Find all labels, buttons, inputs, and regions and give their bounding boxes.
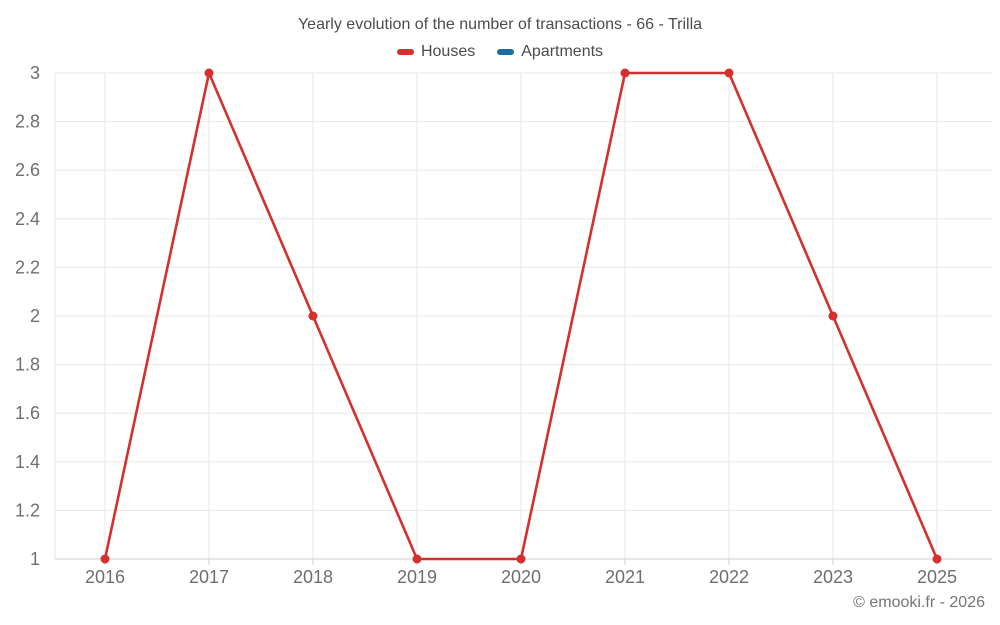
y-axis-label: 1.8 xyxy=(15,355,40,375)
credit-text: © emooki.fr - 2026 xyxy=(853,594,985,611)
x-axis-label: 2023 xyxy=(813,567,853,587)
y-axis-label: 3 xyxy=(30,63,40,83)
x-axis-label: 2017 xyxy=(189,567,229,587)
legend-swatch-apartments xyxy=(497,49,515,55)
y-axis-label: 1.4 xyxy=(15,452,40,472)
y-axis-label: 1.2 xyxy=(15,500,40,520)
data-point-houses-2016[interactable] xyxy=(100,554,110,564)
data-point-houses-2018[interactable] xyxy=(308,311,318,321)
legend-label: Houses xyxy=(420,43,476,60)
y-axis-label: 2 xyxy=(30,306,40,326)
y-axis-label: 2.8 xyxy=(15,112,40,132)
y-axis-label: 2.4 xyxy=(15,209,40,229)
x-axis-label: 2021 xyxy=(605,567,645,587)
y-axis-label: 1 xyxy=(30,549,40,569)
data-point-houses-2021[interactable] xyxy=(620,68,630,78)
y-axis-label: 1.6 xyxy=(15,403,40,423)
data-point-houses-2023[interactable] xyxy=(828,311,838,321)
x-axis-label: 2020 xyxy=(501,567,541,587)
x-axis-label: 2019 xyxy=(397,567,437,587)
chart-title: Yearly evolution of the number of transa… xyxy=(297,16,703,33)
legend-swatch-houses xyxy=(396,49,414,55)
legend: Houses Apartments xyxy=(0,43,1000,61)
x-axis-label: 2025 xyxy=(917,567,957,587)
y-axis-label: 2.2 xyxy=(15,257,40,277)
x-axis-label: 2018 xyxy=(293,567,333,587)
data-point-houses-2022[interactable] xyxy=(724,68,734,78)
x-axis-label: 2022 xyxy=(709,567,749,587)
legend-label: Apartments xyxy=(521,43,604,60)
data-point-houses-2025[interactable] xyxy=(932,554,942,564)
legend-item-houses[interactable]: Houses xyxy=(396,43,476,61)
y-axis-label: 2.6 xyxy=(15,160,40,180)
legend-item-apartments[interactable]: Apartments xyxy=(497,43,603,61)
data-point-houses-2019[interactable] xyxy=(412,554,422,564)
data-point-houses-2020[interactable] xyxy=(516,554,526,564)
x-axis-label: 2016 xyxy=(85,567,125,587)
data-point-houses-2017[interactable] xyxy=(204,68,214,78)
